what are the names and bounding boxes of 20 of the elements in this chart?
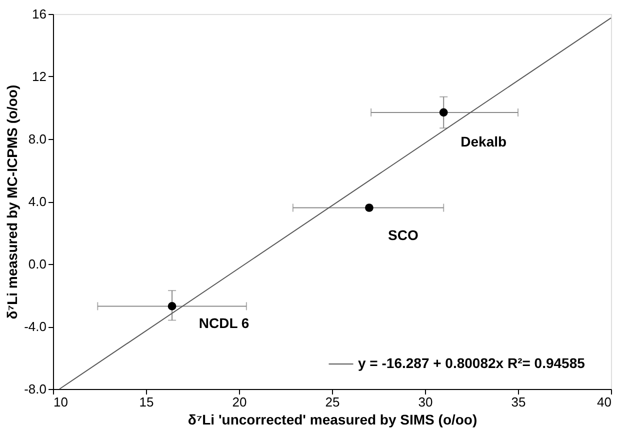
y-tick-label: 8.0 <box>28 132 46 146</box>
x-tick-label: 30 <box>418 394 433 410</box>
x-tick-label: 25 <box>325 394 340 410</box>
y-tick-label: -8.0 <box>24 382 46 396</box>
y-tick-label: 12 <box>32 69 46 84</box>
annotation: Dekalb <box>460 133 507 150</box>
annotation: SCO <box>388 226 418 243</box>
annotation: NCDL 6 <box>198 315 250 332</box>
x-tick-label: 40 <box>597 394 612 410</box>
x-axis-title: δ⁷Li 'uncorrected' measured by SIMS (o/oo) <box>188 412 478 428</box>
y-tick-label: 4.0 <box>28 194 46 209</box>
x-tick-label: 20 <box>232 394 247 410</box>
y-tick-label: -4.0 <box>24 319 46 334</box>
y-axis-title: δ⁷Li measured by MC-ICPMS (o/oo) <box>4 84 20 320</box>
x-tick-label: 10 <box>54 394 68 410</box>
legend-label: y = -16.287 + 0.80082x R²= 0.94585 <box>358 355 586 371</box>
x-tick-label: 15 <box>139 394 154 410</box>
y-tick-label: 0.0 <box>28 256 46 272</box>
x-tick-label: 35 <box>511 394 526 410</box>
y-tick-label: 16 <box>32 6 46 22</box>
